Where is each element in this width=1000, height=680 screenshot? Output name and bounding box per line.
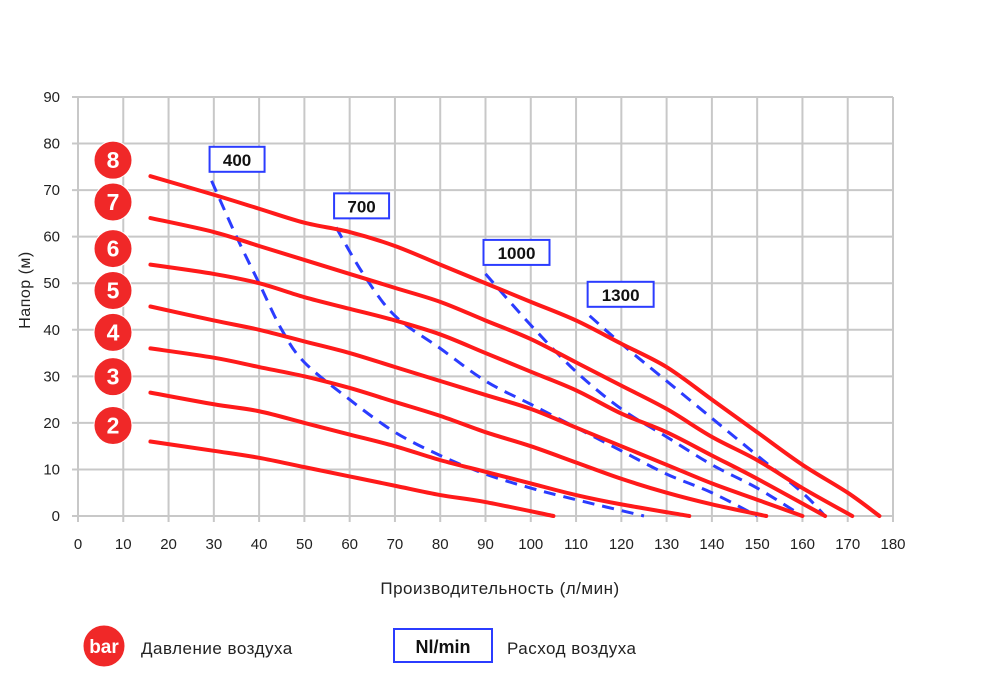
airflow-label: 1000 xyxy=(498,244,536,263)
legend-pressure-label: Давление воздуха xyxy=(141,639,293,658)
pressure-curve-2 xyxy=(148,439,556,518)
x-tick-label: 90 xyxy=(477,536,494,553)
y-tick-label: 10 xyxy=(43,461,60,478)
x-tick-label: 140 xyxy=(699,536,724,553)
y-tick-label: 0 xyxy=(52,508,60,525)
y-tick-label: 30 xyxy=(43,368,60,385)
airflow-label-box xyxy=(208,145,266,173)
y-tick-labels: 0 10 20 30 40 50 60 70 80 90 xyxy=(43,89,60,525)
x-axis-label: Производительность (л/мин) xyxy=(380,579,619,598)
legend-airflow-label: Расход воздуха xyxy=(507,639,637,658)
x-tick-label: 60 xyxy=(341,536,358,553)
x-tick-label: 0 xyxy=(74,536,82,553)
pressure-curve-7 xyxy=(148,216,855,518)
airflow-label: 1300 xyxy=(602,286,640,305)
x-tick-label: 40 xyxy=(251,536,268,553)
pressure-label: 6 xyxy=(107,236,120,262)
pressure-badge xyxy=(93,229,133,269)
pressure-badge xyxy=(93,271,133,310)
y-tick-label: 40 xyxy=(43,322,60,339)
legend: bar Давление воздуха Nl/min Расход возду… xyxy=(82,624,637,668)
x-tick-label: 170 xyxy=(835,536,860,553)
curve-labels: 400 700 1000 1300 8 7 6 5 4 3 2 xyxy=(93,140,655,446)
x-tick-labels: 0 10 20 30 40 50 60 70 80 90 100 110 120 130 140 150 160… xyxy=(74,536,906,553)
pressure-curve-4 xyxy=(148,346,769,518)
airflow-label: 700 xyxy=(347,197,375,216)
pressure-curve-6 xyxy=(148,262,828,518)
pressure-badge xyxy=(93,140,133,180)
x-tick-label: 50 xyxy=(296,536,313,553)
legend-pressure-marker xyxy=(82,624,126,668)
x-tick-label: 70 xyxy=(387,536,404,553)
y-tick-label: 80 xyxy=(43,136,60,153)
grid xyxy=(72,96,894,522)
y-tick-label: 60 xyxy=(43,229,60,246)
pressure-curve-5 xyxy=(148,304,805,518)
x-tick-label: 100 xyxy=(518,536,543,553)
x-tick-label: 150 xyxy=(745,536,770,553)
pressure-badge xyxy=(93,357,133,397)
y-tick-label: 90 xyxy=(43,89,60,106)
pressure-curve-3 xyxy=(148,390,692,518)
y-tick-label: 50 xyxy=(43,275,60,292)
pressure-badge xyxy=(93,312,133,352)
x-tick-label: 120 xyxy=(609,536,634,553)
x-tick-label: 30 xyxy=(205,536,222,553)
pressure-curves xyxy=(148,174,882,518)
airflow-label-box xyxy=(333,192,391,220)
x-tick-label: 80 xyxy=(432,536,449,553)
y-tick-label: 20 xyxy=(43,415,60,432)
x-tick-label: 110 xyxy=(564,536,588,553)
y-tick-label: 70 xyxy=(43,182,60,199)
pressure-badge xyxy=(93,182,133,222)
x-tick-label: 20 xyxy=(160,536,177,553)
pressure-badge xyxy=(93,406,133,446)
pressure-label: 2 xyxy=(107,413,120,439)
airflow-label: 400 xyxy=(223,151,251,170)
airflow-curve-400 xyxy=(210,180,645,518)
x-tick-label: 160 xyxy=(790,536,815,553)
pressure-label: 4 xyxy=(107,319,120,345)
y-axis-label: Напор (м) xyxy=(17,251,34,329)
airflow-label-box xyxy=(482,238,551,266)
x-tick-label: 10 xyxy=(115,536,132,553)
pressure-label: 8 xyxy=(107,147,120,173)
x-tick-label: 180 xyxy=(880,536,905,553)
pressure-curve-8 xyxy=(148,174,882,518)
legend-airflow-marker xyxy=(393,628,493,663)
airflow-curve-1000 xyxy=(484,272,804,518)
x-tick-label: 130 xyxy=(654,536,679,553)
pressure-label: 7 xyxy=(107,189,120,215)
pressure-label: 5 xyxy=(107,278,120,304)
legend-pressure-badge: bar xyxy=(89,637,119,658)
airflow-label-box xyxy=(586,280,655,308)
airflow-curve-700 xyxy=(334,226,758,518)
legend-airflow-badge: Nl/min xyxy=(415,637,470,657)
pressure-label: 3 xyxy=(107,364,120,390)
